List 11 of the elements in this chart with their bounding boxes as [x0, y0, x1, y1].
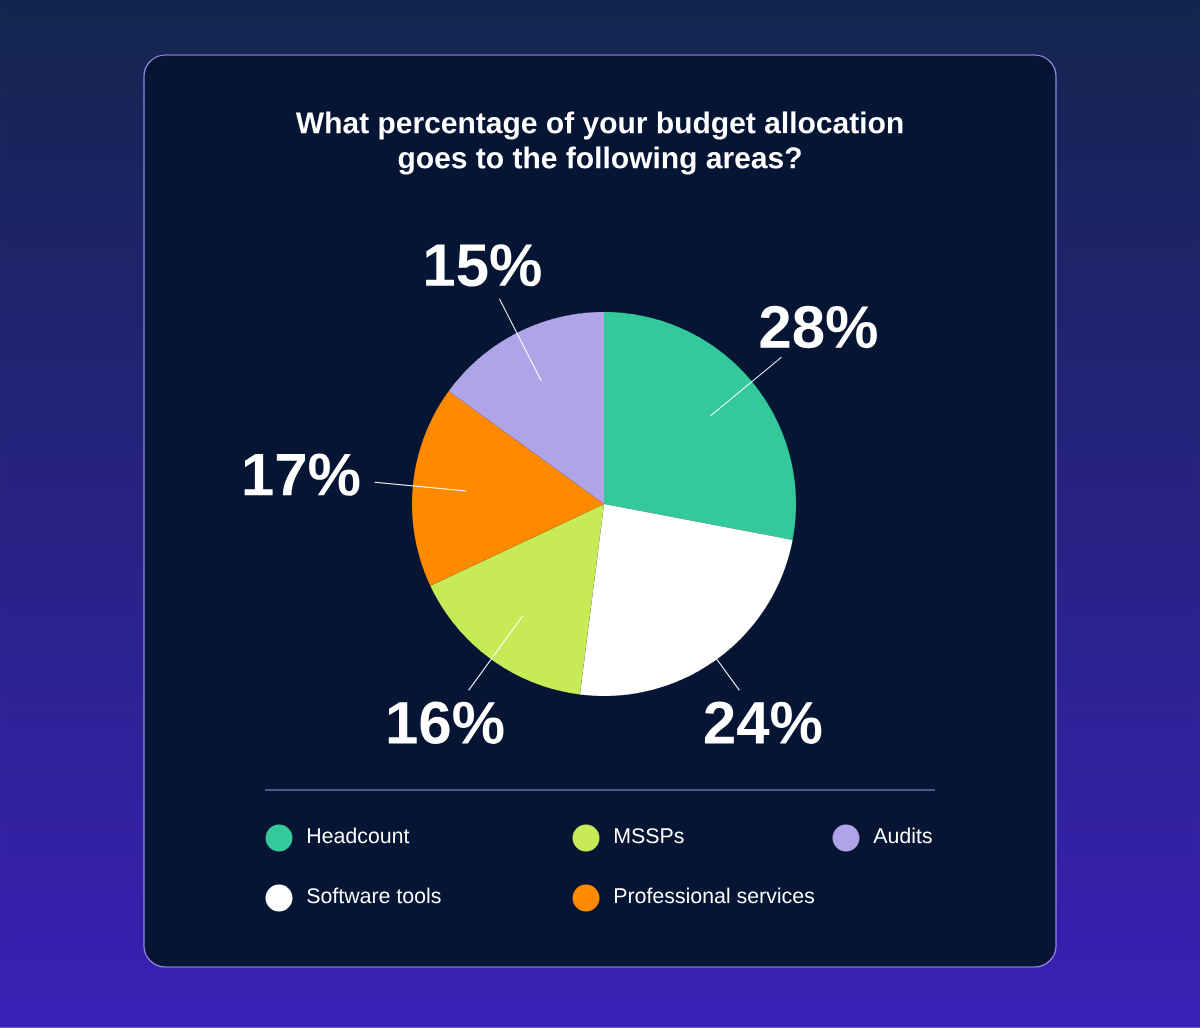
data-label: 15%: [426, 244, 541, 287]
data-label: 16%: [388, 701, 504, 744]
legend-label: Professional services: [615, 887, 815, 904]
legend-label: Audits: [873, 827, 932, 844]
data-label: 28%: [760, 305, 877, 349]
legend-label: Software tools: [307, 887, 441, 904]
data-label: 24%: [704, 701, 822, 744]
legend-label: MSSPs: [615, 828, 684, 844]
legend-label: Headcount: [308, 827, 410, 844]
chart-title: What percentage of your budget allocation goes to the following areas?: [295, 111, 903, 175]
data-label: 17%: [244, 453, 360, 496]
